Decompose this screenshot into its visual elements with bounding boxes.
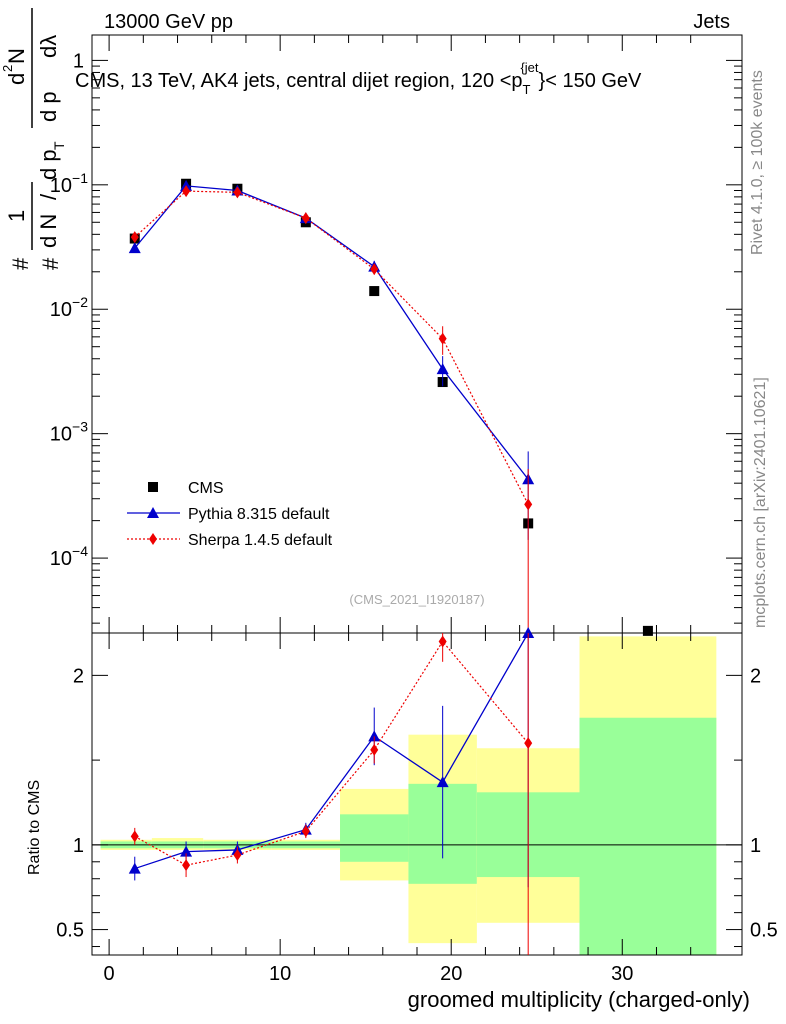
- legend-label-pythia: Pythia 8.315 default: [188, 506, 330, 523]
- ratio-y-tick-label-right-1: 1: [750, 835, 761, 857]
- legend-marker-cms: [148, 482, 158, 492]
- main-point-sherpa-5: [438, 332, 447, 345]
- legend-label-sherpa: Sherpa 1.4.5 default: [188, 532, 333, 549]
- main-point-sherpa-1: [182, 185, 191, 198]
- main-point-sherpa-6: [524, 498, 533, 511]
- yaxis-hash-num: #: [8, 257, 33, 270]
- main-y-tick-label-0: 1: [73, 50, 84, 72]
- ratio-point-sherpa-0: [130, 830, 139, 843]
- ratio-point-pythia-1: [180, 845, 193, 857]
- ratio-point-sherpa-6: [524, 737, 533, 750]
- band-green-4: [340, 814, 409, 862]
- main-point-cms-4: [369, 286, 380, 297]
- yaxis-two: 2: [0, 65, 15, 72]
- energy-label: 13000 GeV pp: [104, 11, 233, 33]
- main-y-tick-label-2: 10−2: [50, 294, 88, 321]
- chart-title-tail: }< 150 GeV: [539, 70, 643, 92]
- ratio-point-sherpa-1: [182, 859, 191, 872]
- ratio-uncertainty-bands: [100, 636, 717, 955]
- x-tick-label-1: 10: [269, 963, 291, 985]
- chart-title: CMS, 13 TeV, AK4 jets, central dijet reg…: [75, 60, 642, 97]
- ratio-point-sherpa-5: [438, 635, 447, 648]
- ratio-y-tick-label-left-2: 2: [73, 665, 84, 687]
- main-point-sherpa-2: [233, 186, 242, 199]
- ratio-y-tick-label-left-1: 1: [73, 835, 84, 857]
- ratio-point-sherpa-2: [233, 849, 242, 862]
- main-y-tick-label-4: 10−4: [50, 543, 88, 570]
- yaxis-slash: /: [36, 193, 61, 200]
- main-line-sherpa: [134, 190, 529, 505]
- ratio-y-tick-label-right-2: 2: [750, 665, 761, 687]
- yaxis-dN: d N: [36, 214, 61, 248]
- main-y-tick-label-3: 10−3: [50, 419, 88, 446]
- chart-title-main: CMS, 13 TeV, AK4 jets, central dijet reg…: [75, 70, 523, 92]
- main-point-sherpa-0: [130, 231, 139, 244]
- main-y-axis-title: # # 1 d N / d p T d 2 N d p dλ: [0, 8, 67, 270]
- x-tick-label-2: 20: [440, 963, 462, 985]
- yaxis-d2N: d: [4, 73, 29, 85]
- yaxis-one: 1: [4, 210, 29, 222]
- band-green-7: [579, 717, 717, 955]
- ratio-y-tick-label-left-0: 0.5: [56, 920, 84, 942]
- yaxis-dlambda: dλ: [36, 35, 61, 58]
- main-point-pythia-0: [128, 242, 141, 254]
- rivet-label: Rivet 4.1.0, ≥ 100k events: [749, 70, 766, 255]
- legend-label-cms: CMS: [188, 480, 224, 497]
- x-tick-label-3: 30: [611, 963, 633, 985]
- ratio-point-pythia-5: [436, 776, 449, 788]
- yaxis-N: N: [4, 48, 29, 64]
- yaxis-hash-den: #: [38, 257, 63, 270]
- ratio-point-pythia-4: [368, 730, 381, 742]
- main-point-pythia-5: [436, 363, 449, 375]
- yaxis-dpT: d p: [36, 149, 61, 180]
- yaxis-dpT2: d p: [36, 91, 61, 122]
- ratio-y-tick-label-right-0: 0.5: [750, 920, 778, 942]
- mcplots-label: mcplots.cern.ch [arXiv:2401.10621]: [752, 377, 769, 628]
- ratio-panel-frame: 0.5 0.51 12 20 10 20 30: [56, 632, 778, 985]
- ratio-point-pythia-0: [128, 862, 141, 874]
- main-point-sherpa-3: [301, 212, 310, 225]
- legend: CMS Pythia 8.315 default Sherpa 1.4.5 defa…: [127, 480, 333, 549]
- main-point-sherpa-4: [370, 263, 379, 276]
- chart-title-sub: T: [523, 82, 531, 97]
- ratio-point-sherpa-3: [301, 825, 310, 838]
- ratio-y-axis-title: Ratio to CMS: [26, 780, 43, 875]
- x-tick-label-0: 0: [104, 963, 115, 985]
- ratio-point-sherpa-4: [370, 743, 379, 756]
- data-marks: [128, 178, 653, 955]
- main-point-cms-7: [642, 625, 653, 636]
- analysis-watermark: (CMS_2021_I1920187): [349, 592, 484, 607]
- main-line-pythia: [134, 185, 529, 480]
- ratio-point-pythia-6: [522, 627, 535, 638]
- yaxis-T: T: [51, 141, 67, 150]
- process-label: Jets: [693, 11, 730, 33]
- main-y-tick-label-1: 10−1: [50, 170, 88, 197]
- chart-title-sup: {jet: [520, 60, 538, 75]
- x-axis-title: groomed multiplicity (charged-only): [408, 987, 750, 1012]
